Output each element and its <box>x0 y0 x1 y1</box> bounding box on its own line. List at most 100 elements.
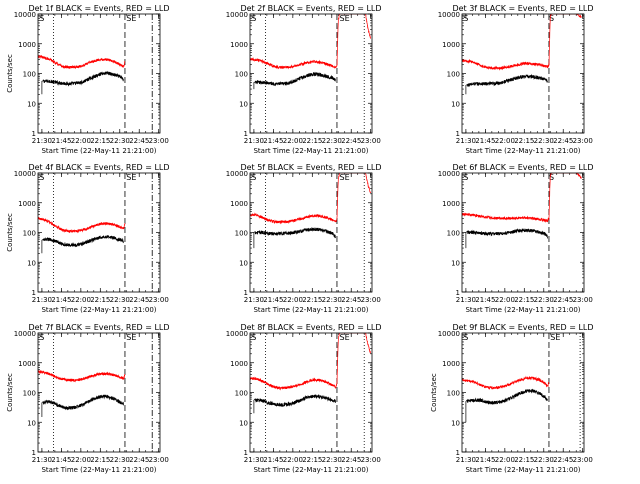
x-tick-label: 23:00 <box>149 456 169 464</box>
series-line-lld <box>250 14 371 70</box>
corner-label: S <box>463 333 468 342</box>
series-line-lld <box>462 173 582 223</box>
y-tick-label: 1000 <box>18 200 36 208</box>
x-tick-label: 21:30 <box>32 296 52 304</box>
x-tick-label: 22:30 <box>322 456 342 464</box>
x-tick-label: 22:00 <box>495 456 515 464</box>
corner-label: S <box>39 14 44 23</box>
y-tick-label: 1000 <box>230 41 248 49</box>
y-tick-label: 10 <box>451 419 460 427</box>
y-tick-label: 10 <box>239 419 248 427</box>
y-tick-label: 10000 <box>438 330 460 338</box>
y-tick-label: 10 <box>27 100 36 108</box>
panel-det-1: Det 1f BLACK = Events, RED = LLD Counts/s… <box>6 4 170 155</box>
panel-title: Det 6f BLACK = Events, RED = LLD <box>452 163 593 172</box>
x-tick-label: 22:45 <box>341 296 361 304</box>
y-tick-label: 10000 <box>226 330 248 338</box>
panel-title: Det 4f BLACK = Events, RED = LLD <box>28 163 169 172</box>
x-tick-label: 21:30 <box>32 137 52 145</box>
corner-label: SE <box>550 333 560 342</box>
x-tick-label: 22:30 <box>110 456 130 464</box>
y-tick-label: 10 <box>239 100 248 108</box>
x-tick-label: 22:00 <box>283 137 303 145</box>
series-line-lld <box>462 14 582 71</box>
corner-label: SE <box>340 14 350 23</box>
corner-label: S <box>39 333 44 342</box>
x-tick-label: 21:30 <box>244 137 264 145</box>
x-tick-label: 21:45 <box>51 296 71 304</box>
y-tick-label: 100 <box>447 71 460 79</box>
x-tick-label: 22:30 <box>110 296 130 304</box>
x-tick-label: 22:45 <box>341 456 361 464</box>
x-axis-label: Start Time (22-May-11 21:21:00) <box>41 306 156 314</box>
x-tick-label: 23:00 <box>573 296 593 304</box>
x-tick-label: 22:45 <box>553 137 573 145</box>
corner-label: SE <box>126 173 136 182</box>
plot-frame <box>249 332 373 453</box>
y-tick-label: 1 <box>32 130 36 138</box>
y-tick-label: 100 <box>23 71 36 79</box>
y-tick-label: 1 <box>456 130 460 138</box>
series-line-lld <box>38 54 126 70</box>
panel-title: Det 3f BLACK = Events, RED = LLD <box>452 4 593 13</box>
x-tick-label: 22:30 <box>322 296 342 304</box>
series-group <box>38 54 126 95</box>
corner-label: S <box>39 173 44 182</box>
series-line-events <box>253 71 336 90</box>
x-tick-label: 22:15 <box>90 456 110 464</box>
corner-label: S <box>463 173 468 182</box>
corner-label: SE <box>340 333 350 342</box>
plot-frame <box>37 13 161 134</box>
y-tick-label: 10 <box>27 259 36 267</box>
y-tick-label: 100 <box>235 230 248 238</box>
series-line-events <box>41 235 124 254</box>
x-tick-label: 22:30 <box>322 137 342 145</box>
y-axis-label: Counts/sec <box>6 373 14 412</box>
series-line-lld <box>250 333 371 391</box>
plot-frame <box>249 13 373 134</box>
x-tick-label: 22:00 <box>283 296 303 304</box>
x-tick-label: 22:00 <box>495 296 515 304</box>
y-tick-label: 1000 <box>18 360 36 368</box>
x-tick-label: 23:00 <box>149 137 169 145</box>
panel-title: Det 1f BLACK = Events, RED = LLD <box>28 4 169 13</box>
y-tick-label: 1 <box>244 130 248 138</box>
x-axis-label: Start Time (22-May-11 21:21:00) <box>253 147 368 155</box>
x-tick-label: 22:45 <box>553 296 573 304</box>
y-tick-label: 1000 <box>442 200 460 208</box>
y-tick-label: 1 <box>32 289 36 297</box>
x-tick-label: 21:30 <box>456 137 476 145</box>
x-tick-label: 22:45 <box>129 296 149 304</box>
y-tick-label: 1 <box>32 449 36 457</box>
x-tick-label: 22:15 <box>514 296 534 304</box>
y-tick-label: 100 <box>23 230 36 238</box>
y-tick-label: 10000 <box>226 170 248 178</box>
panel-title: Det 7f BLACK = Events, RED = LLD <box>28 323 169 332</box>
series-line-events <box>253 227 336 249</box>
y-tick-label: 1000 <box>18 41 36 49</box>
panel-det-9: Det 9f BLACK = Events, RED = LLD Counts/s… <box>430 323 594 474</box>
y-tick-label: 100 <box>447 390 460 398</box>
y-axis-label: Counts/sec <box>430 373 438 412</box>
x-tick-label: 22:15 <box>90 137 110 145</box>
x-tick-label: 22:30 <box>534 456 554 464</box>
y-tick-label: 100 <box>23 390 36 398</box>
series-group <box>462 375 550 423</box>
x-axis-label: Start Time (22-May-11 21:21:00) <box>41 466 156 474</box>
x-tick-label: 23:00 <box>149 296 169 304</box>
x-tick-label: 21:45 <box>51 137 71 145</box>
y-tick-label: 1 <box>244 289 248 297</box>
series-line-events <box>41 70 124 95</box>
y-axis-label: Counts/sec <box>6 213 14 252</box>
x-tick-label: 21:30 <box>456 296 476 304</box>
series-group <box>462 173 582 249</box>
y-tick-label: 100 <box>235 71 248 79</box>
series-group <box>38 216 126 254</box>
y-tick-label: 10 <box>451 259 460 267</box>
x-tick-label: 21:45 <box>475 137 495 145</box>
series-line-lld <box>462 375 550 391</box>
y-tick-label: 1 <box>244 449 248 457</box>
plot-frame <box>37 332 161 453</box>
x-axis-label: Start Time (22-May-11 21:21:00) <box>41 147 156 155</box>
x-tick-label: 21:45 <box>51 456 71 464</box>
